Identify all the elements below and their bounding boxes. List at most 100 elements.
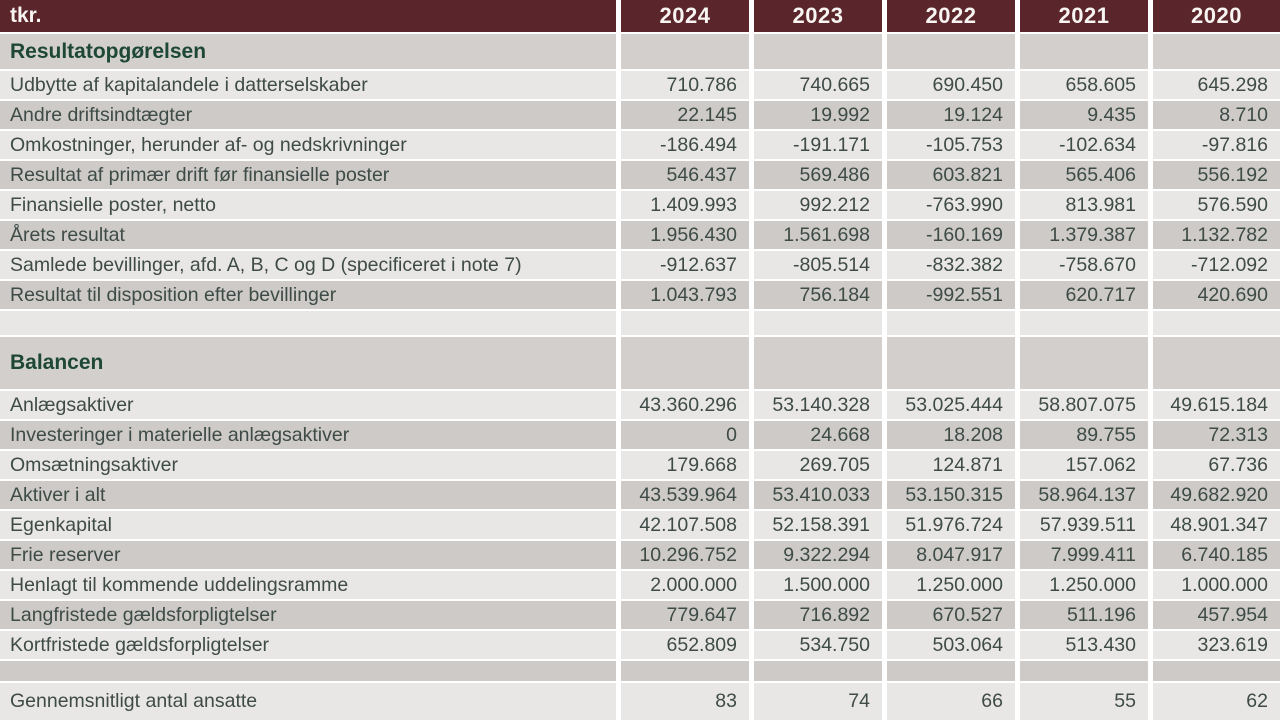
cell-value: 1.409.993 xyxy=(621,191,749,219)
column-header-2020: 2020 xyxy=(1153,0,1280,32)
cell-value: 24.668 xyxy=(754,421,882,449)
row-label: Resultat til disposition efter bevilling… xyxy=(0,281,616,309)
cell-value: 19.992 xyxy=(754,101,882,129)
cell-value: 620.717 xyxy=(1020,281,1148,309)
section-cell xyxy=(887,337,1015,389)
cell-value: 652.809 xyxy=(621,631,749,659)
spacer-cell xyxy=(754,311,882,335)
cell-value: 10.296.752 xyxy=(621,541,749,569)
cell-value: 19.124 xyxy=(887,101,1015,129)
cell-value: 779.647 xyxy=(621,601,749,629)
section-cell xyxy=(1020,34,1148,69)
cell-value: -805.514 xyxy=(754,251,882,279)
cell-value: 83 xyxy=(621,683,749,720)
cell-value: 1.379.387 xyxy=(1020,221,1148,249)
cell-value: -105.753 xyxy=(887,131,1015,159)
spacer-cell xyxy=(887,311,1015,335)
cell-value: 72.313 xyxy=(1153,421,1280,449)
cell-value: -160.169 xyxy=(887,221,1015,249)
section-cell xyxy=(621,337,749,389)
cell-value: 670.527 xyxy=(887,601,1015,629)
row-label: Udbytte af kapitalandele i datterselskab… xyxy=(0,71,616,99)
cell-value: 53.025.444 xyxy=(887,391,1015,419)
cell-value: 1.956.430 xyxy=(621,221,749,249)
cell-value: 67.736 xyxy=(1153,451,1280,479)
cell-value: 576.590 xyxy=(1153,191,1280,219)
spacer-cell xyxy=(1153,661,1280,681)
spacer-cell xyxy=(0,311,616,335)
cell-value: 1.250.000 xyxy=(887,571,1015,599)
cell-value: 2.000.000 xyxy=(621,571,749,599)
cell-value: 1.000.000 xyxy=(1153,571,1280,599)
cell-value: 58.964.137 xyxy=(1020,481,1148,509)
cell-value: 740.665 xyxy=(754,71,882,99)
cell-value: 58.807.075 xyxy=(1020,391,1148,419)
cell-value: 42.107.508 xyxy=(621,511,749,539)
column-header-2021: 2021 xyxy=(1020,0,1148,32)
cell-value: 55 xyxy=(1020,683,1148,720)
cell-value: -97.816 xyxy=(1153,131,1280,159)
section-header-balancen: Balancen xyxy=(0,337,616,389)
cell-value: 756.184 xyxy=(754,281,882,309)
cell-value: 6.740.185 xyxy=(1153,541,1280,569)
cell-value: 565.406 xyxy=(1020,161,1148,189)
row-label: Omkostninger, herunder af- og nedskrivni… xyxy=(0,131,616,159)
cell-value: 1.132.782 xyxy=(1153,221,1280,249)
cell-value: 157.062 xyxy=(1020,451,1148,479)
cell-value: -832.382 xyxy=(887,251,1015,279)
cell-value: 716.892 xyxy=(754,601,882,629)
section-cell xyxy=(754,337,882,389)
cell-value: -763.990 xyxy=(887,191,1015,219)
cell-value: 503.064 xyxy=(887,631,1015,659)
cell-value: 546.437 xyxy=(621,161,749,189)
cell-value: 8.047.917 xyxy=(887,541,1015,569)
cell-value: 22.145 xyxy=(621,101,749,129)
cell-value: 53.150.315 xyxy=(887,481,1015,509)
cell-value: 658.605 xyxy=(1020,71,1148,99)
cell-value: 556.192 xyxy=(1153,161,1280,189)
cell-value: 53.410.033 xyxy=(754,481,882,509)
row-label: Langfristede gældsforpligtelser xyxy=(0,601,616,629)
cell-value: 420.690 xyxy=(1153,281,1280,309)
cell-value: 9.435 xyxy=(1020,101,1148,129)
cell-value: -186.494 xyxy=(621,131,749,159)
cell-value: 645.298 xyxy=(1153,71,1280,99)
column-header-2023: 2023 xyxy=(754,0,882,32)
column-header-2024: 2024 xyxy=(621,0,749,32)
spacer-cell xyxy=(754,661,882,681)
cell-value: 813.981 xyxy=(1020,191,1148,219)
cell-value: 513.430 xyxy=(1020,631,1148,659)
cell-value: 51.976.724 xyxy=(887,511,1015,539)
cell-value: 457.954 xyxy=(1153,601,1280,629)
cell-value: 0 xyxy=(621,421,749,449)
row-label: Resultat af primær drift før finansielle… xyxy=(0,161,616,189)
cell-value: 8.710 xyxy=(1153,101,1280,129)
section-cell xyxy=(621,34,749,69)
cell-value: 569.486 xyxy=(754,161,882,189)
row-label: Samlede bevillinger, afd. A, B, C og D (… xyxy=(0,251,616,279)
section-cell xyxy=(1153,337,1280,389)
cell-value: 43.360.296 xyxy=(621,391,749,419)
spacer-cell xyxy=(1020,311,1148,335)
spacer-cell xyxy=(621,311,749,335)
row-label: Investeringer i materielle anlægsaktiver xyxy=(0,421,616,449)
cell-value: -191.171 xyxy=(754,131,882,159)
spacer-cell xyxy=(0,661,616,681)
row-label: Kortfristede gældsforpligtelser xyxy=(0,631,616,659)
cell-value: 43.539.964 xyxy=(621,481,749,509)
row-label: Gennemsnitligt antal ansatte xyxy=(0,683,616,720)
row-label: Omsætningsaktiver xyxy=(0,451,616,479)
spacer-cell xyxy=(1020,661,1148,681)
cell-value: 710.786 xyxy=(621,71,749,99)
cell-value: 48.901.347 xyxy=(1153,511,1280,539)
cell-value: 179.668 xyxy=(621,451,749,479)
unit-header: tkr. xyxy=(0,0,616,32)
cell-value: 18.208 xyxy=(887,421,1015,449)
row-label: Årets resultat xyxy=(0,221,616,249)
cell-value: -912.637 xyxy=(621,251,749,279)
cell-value: -758.670 xyxy=(1020,251,1148,279)
cell-value: 1.250.000 xyxy=(1020,571,1148,599)
cell-value: 690.450 xyxy=(887,71,1015,99)
cell-value: 57.939.511 xyxy=(1020,511,1148,539)
row-label: Andre driftsindtægter xyxy=(0,101,616,129)
